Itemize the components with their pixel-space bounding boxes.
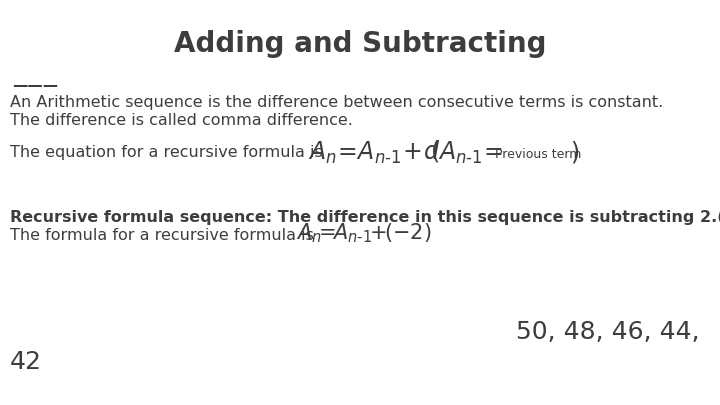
Text: ———: ——— <box>12 78 58 93</box>
Text: The formula for a recursive formula is: The formula for a recursive formula is <box>10 228 319 243</box>
Text: $(A_{n\text{-}1}\!=\!$: $(A_{n\text{-}1}\!=\!$ <box>430 139 503 166</box>
Text: $A_n\!=\!A_{n\text{-}1}\!+\!d$: $A_n\!=\!A_{n\text{-}1}\!+\!d$ <box>308 139 440 166</box>
Text: 42: 42 <box>10 350 42 374</box>
Text: The equation for a recursive formula is: The equation for a recursive formula is <box>10 145 328 160</box>
Text: $A_n\!\!=\!\!A_{n\text{-}1}\!\!+\!\!(-2)$: $A_n\!\!=\!\!A_{n\text{-}1}\!\!+\!\!(-2)… <box>296 221 431 245</box>
Text: An Arithmetic sequence is the difference between consecutive terms is constant.: An Arithmetic sequence is the difference… <box>10 95 663 110</box>
Text: 50, 48, 46, 44,: 50, 48, 46, 44, <box>516 320 700 344</box>
Text: $)$: $)$ <box>570 139 579 165</box>
Text: Adding and Subtracting: Adding and Subtracting <box>174 30 546 58</box>
Text: Previous term: Previous term <box>495 147 581 160</box>
Text: The difference is called comma difference.: The difference is called comma differenc… <box>10 113 353 128</box>
Text: Recursive formula sequence: The difference in this sequence is subtracting 2.(-2: Recursive formula sequence: The differen… <box>10 210 720 225</box>
